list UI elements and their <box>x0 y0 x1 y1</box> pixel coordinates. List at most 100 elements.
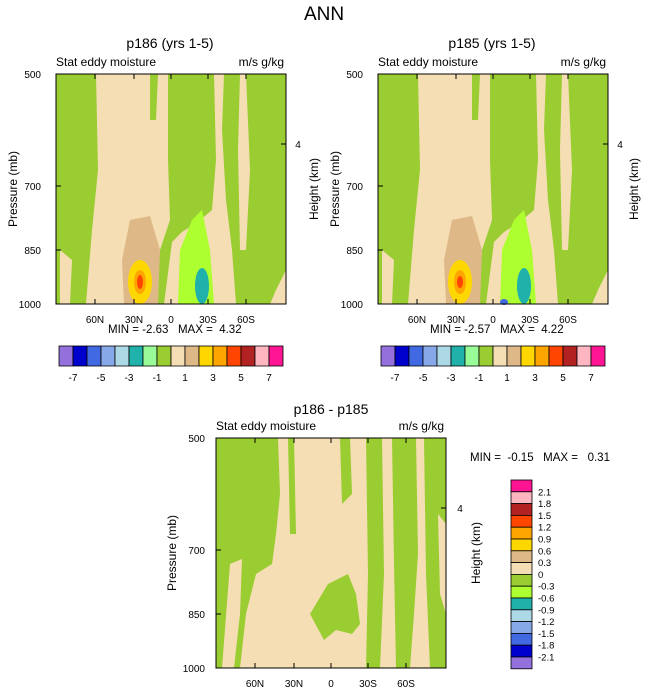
panel1-colorbar-swatch <box>240 345 256 367</box>
diff-colorbar-label: -2.1 <box>538 653 554 664</box>
panel2-colorbar-swatch <box>534 345 550 367</box>
panel1-colorbar-swatch <box>86 345 102 367</box>
diff-colorbar-swatch <box>510 515 533 528</box>
panel3-ytick-850: 850 <box>188 610 205 621</box>
panel1-colorbar-swatch <box>254 345 270 367</box>
diff-colorbar-swatch <box>510 632 533 646</box>
panel1-xtick-60s: 60S <box>237 315 255 326</box>
panel3-ylabel: Pressure (mb) <box>165 515 179 591</box>
panel3-ytick-700: 700 <box>188 546 205 557</box>
panel2-xtick-0: 0 <box>490 315 496 326</box>
panel3-band-right <box>438 514 446 614</box>
diff-colorbar-label: 1.8 <box>538 499 551 510</box>
panel3-green-strip <box>288 438 296 534</box>
panel2-colorbar-label: 7 <box>588 373 594 384</box>
diff-colorbar-swatch <box>510 562 533 575</box>
panel3-xtick-30n: 30N <box>285 679 303 690</box>
panel3-subtitle-left: Stat eddy moisture <box>216 419 316 433</box>
panel3-subtitle-right: m/s g/kg <box>399 419 444 433</box>
panel1-ytick-1000: 1000 <box>19 300 42 311</box>
page-title: ANN <box>303 4 345 25</box>
panel2-teal-blob <box>517 268 531 304</box>
panel1-colorbar-label: -7 <box>69 373 78 384</box>
panel2-colorbar-swatch <box>380 345 396 367</box>
panel3-green-mid2 <box>392 438 418 668</box>
diff-colorbar-swatch <box>510 574 533 587</box>
panel2-colorbar-swatch <box>464 345 480 367</box>
panel2-colorbar-swatch <box>408 345 424 367</box>
diff-colorbar-swatch <box>510 609 533 623</box>
panel2-subtitle-left: Stat eddy moisture <box>378 55 478 69</box>
diff-colorbar-label: 2.1 <box>538 487 551 498</box>
diff-colorbar-label: -1.5 <box>538 629 554 640</box>
panel1-band-right <box>238 74 250 250</box>
panel3-ytick-right-4: 4 <box>457 504 463 515</box>
panel1-colorbar-swatch <box>72 345 88 367</box>
panel2-colorbar-label: 1 <box>504 373 510 384</box>
panel2-xtick-60s: 60S <box>559 315 577 326</box>
panel1-colorbar-label: 1 <box>182 373 188 384</box>
panel3-xtick-30s: 30S <box>359 679 377 690</box>
panel2-colorbar-swatch <box>590 345 606 367</box>
panel1-chart: Stat eddy moisture m/s g/kg 500 700 850 … <box>6 55 321 326</box>
panel1-colorbar-swatch <box>268 345 284 367</box>
panel3-band-left <box>222 559 242 668</box>
diff-colorbar-label: -0.3 <box>538 582 554 593</box>
panel2-colorbar-label: -5 <box>419 373 428 384</box>
panel2-ylabel: Pressure (mb) <box>328 151 342 227</box>
panel2-colorbar-swatch <box>422 345 438 367</box>
diff-colorbar-label: 1.5 <box>538 511 551 522</box>
panel2-chart: Stat eddy moisture m/s g/kg 500 700 850 … <box>328 55 641 326</box>
panel2-xtick-60n: 60N <box>408 315 426 326</box>
panel2-colorbar-swatches <box>380 345 606 367</box>
panel1-xtick-60n: 60N <box>86 315 104 326</box>
panel3-xtick-0: 0 <box>328 679 334 690</box>
panel2-title: p185 (yrs 1-5) <box>448 35 536 51</box>
panel1-colorbar-swatch <box>58 345 74 367</box>
diff-colorbar-label: 0 <box>538 570 543 581</box>
panel1-ylabel-right: Height (km) <box>307 158 321 220</box>
panel2-ylabel-right: Height (km) <box>627 158 641 220</box>
diff-colorbar-label: -0.9 <box>538 605 554 616</box>
panel1-colorbar-swatch <box>198 345 214 367</box>
diff-colorbar-swatch <box>510 479 533 493</box>
panel2-band-right <box>560 74 572 250</box>
panel3-ytick-500: 500 <box>188 434 205 445</box>
panel2-colorbar-swatch <box>478 345 494 367</box>
diff-colorbar-swatch <box>510 621 533 634</box>
panel3-chart: Stat eddy moisture m/s g/kg 500 700 850 … <box>165 419 483 690</box>
panel2-ytick-right-4: 4 <box>617 140 623 151</box>
panel1-colorbar-swatch <box>184 345 200 367</box>
panel2-colorbar-labels: -7 -5 -3 -1 1 3 5 7 <box>391 373 595 384</box>
diff-colorbar-label: 1.2 <box>538 523 551 534</box>
diff-colorbar-swatches <box>510 479 533 670</box>
diff-colorbar-label: 0.9 <box>538 535 551 546</box>
panel2-ytick-700: 700 <box>346 182 363 193</box>
panel1-colorbar-label: 5 <box>238 373 244 384</box>
panel2-colorbar-swatch <box>436 345 452 367</box>
panel1-ylabel: Pressure (mb) <box>6 151 20 227</box>
diff-colorbar-label: -1.2 <box>538 617 554 628</box>
panel1-green-mid <box>156 74 216 304</box>
diff-colorbar-swatch <box>510 526 533 540</box>
panel2-xtick-30n: 30N <box>447 315 465 326</box>
panel2-colorbar-swatch <box>576 345 592 367</box>
panel1-xtick-30n: 30N <box>125 315 143 326</box>
panel2-colorbar-label: -7 <box>391 373 400 384</box>
panel2-green-left <box>378 74 420 304</box>
panel2-green-spot <box>472 74 480 120</box>
panel1-colorbar-label: -1 <box>153 373 162 384</box>
panel2-minmax: MIN = -2.57 MAX = 4.22 <box>430 324 564 336</box>
panel1-colorbar-labels: -7 -5 -3 -1 1 3 5 7 <box>69 373 273 384</box>
panel2-colorbar-swatch <box>492 345 508 367</box>
panel1-xtick-30s: 30S <box>199 315 217 326</box>
panel2-ytick-850: 850 <box>346 246 363 257</box>
diff-colorbar-swatch <box>510 550 533 564</box>
panel1-ytick-right-4: 4 <box>295 140 301 151</box>
panel2-ytick-1000: 1000 <box>341 300 364 311</box>
panel2-colorbar-swatch <box>548 345 564 367</box>
diff-colorbar-swatch <box>510 597 533 611</box>
panel1-colorbar-swatch <box>142 345 158 367</box>
panel1-colorbar-swatch <box>128 345 144 367</box>
panel3-xtick-60n: 60N <box>246 679 264 690</box>
